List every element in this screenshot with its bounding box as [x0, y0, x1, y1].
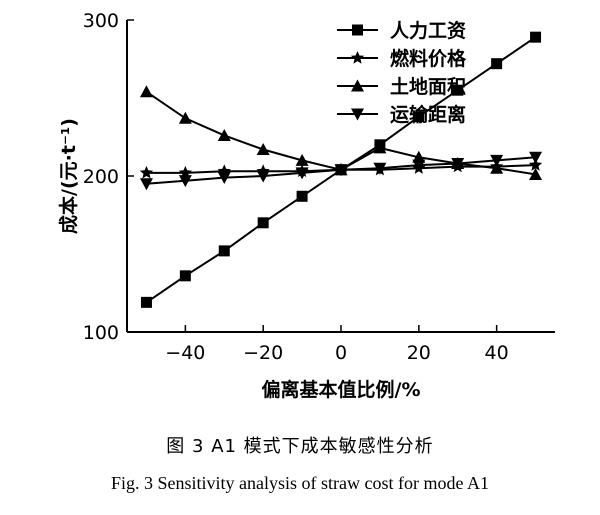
data-point: [295, 167, 309, 180]
x-tick-label: 20: [407, 342, 431, 364]
data-point: [178, 111, 192, 124]
x-tick-label: −40: [165, 342, 205, 364]
legend-marker: [351, 79, 364, 92]
x-tick-label: 40: [485, 342, 509, 364]
x-axis-title: 偏离基本值比例/%: [262, 378, 421, 401]
legend-item: 燃料价格: [337, 47, 467, 70]
legend-label: 运输距离: [390, 103, 466, 126]
data-point: [256, 142, 270, 155]
y-tick-label: 300: [83, 10, 119, 32]
axes: 100 200 300 −40 −20 0 20 40 偏离基本值比例/% 成本/(元·t⁻¹): [57, 10, 555, 401]
data-point: [373, 141, 387, 154]
data-point: [528, 158, 543, 171]
data-point: [529, 167, 543, 180]
data-point: [139, 178, 153, 191]
y-axis-title: 成本/(元·t⁻¹): [57, 118, 80, 234]
data-point: [295, 153, 309, 166]
figure-caption-english: Fig. 3 Sensitivity analysis of straw cos…: [111, 473, 489, 493]
data-point: [217, 172, 231, 185]
data-point: [412, 159, 426, 172]
data-point: [139, 165, 154, 179]
data-point: [452, 84, 464, 96]
data-point: [218, 245, 230, 257]
x-tick-label: 0: [335, 342, 347, 364]
data-point: [530, 31, 542, 43]
data-point: [139, 85, 153, 98]
series-4: [139, 151, 543, 191]
legend-item: 人力工资: [337, 19, 466, 42]
y-tick-label: 200: [83, 166, 119, 188]
data-point: [451, 158, 465, 171]
legend-marker: [352, 24, 363, 36]
data-point: [140, 296, 152, 308]
data-point: [256, 170, 270, 183]
legend-label: 土地面积: [390, 75, 466, 98]
data-point: [413, 111, 425, 123]
data-point: [490, 154, 504, 167]
legend-item: 运输距离: [337, 103, 466, 126]
data-point: [491, 58, 503, 70]
data-point: [257, 217, 269, 229]
legend-label: 人力工资: [390, 19, 466, 42]
legend-label: 燃料价格: [390, 47, 467, 70]
data-point: [529, 151, 543, 164]
legend-item: 土地面积: [337, 75, 466, 98]
legend-marker: [351, 108, 364, 121]
y-tick-label: 100: [83, 322, 119, 344]
data-point: [178, 175, 192, 188]
data-point: [373, 162, 387, 175]
data-point: [217, 128, 231, 141]
data-point: [296, 190, 308, 202]
legend-marker: [350, 51, 365, 64]
series-lines: [139, 31, 543, 308]
data-point: [334, 164, 348, 177]
x-tick-label: −20: [243, 342, 283, 364]
data-point: [179, 270, 191, 282]
data-point: [490, 161, 504, 174]
figure-caption-chinese: 图 3 A1 模式下成本敏感性分析: [166, 436, 434, 457]
